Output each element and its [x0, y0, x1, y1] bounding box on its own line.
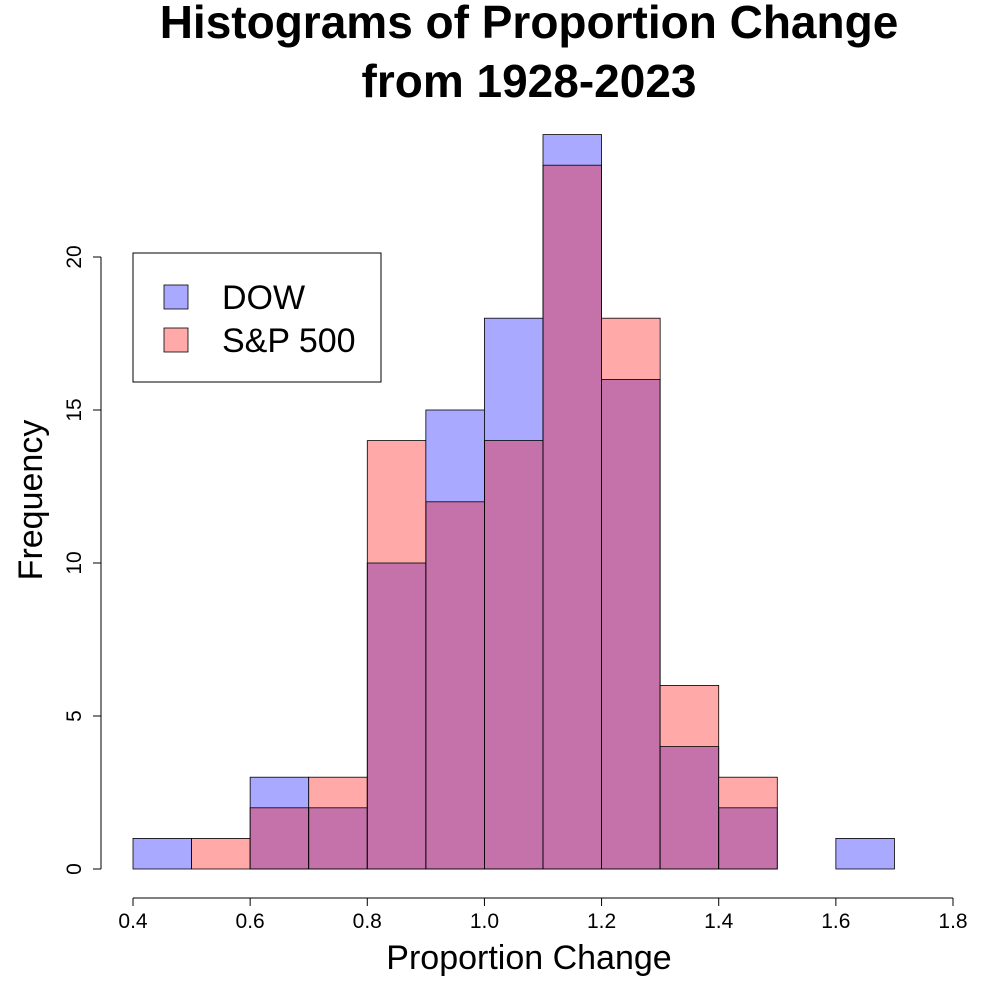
x-tick-label-5: 1.4 — [704, 910, 734, 933]
bar-overlap-5 — [425, 501, 485, 869]
bar-overlap-3 — [308, 807, 368, 869]
x-axis-label: Proportion Change — [386, 939, 671, 977]
bar-sp500-4 — [367, 440, 426, 563]
x-tick-label-0: 0.4 — [118, 910, 148, 933]
bar-outline-sp500-10 — [718, 776, 778, 870]
bar-overlap-4 — [367, 563, 426, 869]
bar-dow-2 — [250, 777, 309, 808]
bar-dow-6 — [484, 318, 543, 441]
legend-label-dow: DOW — [222, 279, 305, 317]
legend-box — [132, 252, 382, 383]
legend-swatch-dow — [163, 284, 189, 310]
y-tick-label-3: 15 — [63, 398, 86, 421]
x-tick-label-1: 0.6 — [236, 910, 265, 933]
y-axis-label: Frequency — [12, 420, 50, 581]
bar-overlap-7 — [543, 165, 602, 869]
y-tick-label-4: 20 — [63, 245, 86, 268]
bar-dow-0 — [133, 838, 192, 869]
bar-overlap-2 — [250, 807, 309, 869]
bar-overlap-10 — [718, 807, 778, 869]
bar-sp500-9 — [660, 685, 719, 747]
legend: DOW S&P 500 — [132, 252, 382, 383]
bar-sp500-8 — [601, 318, 661, 380]
legend-label-sp500: S&P 500 — [222, 322, 356, 360]
x-tick-label-7: 1.8 — [938, 910, 967, 933]
chart-title-line-2: from 1928-2023 — [362, 55, 697, 107]
x-tick-label-4: 1.2 — [587, 910, 616, 933]
bar-dow-12 — [835, 838, 895, 869]
bar-sp500-1 — [191, 838, 251, 869]
bar-dow-5 — [425, 410, 485, 502]
bar-outline-dow-12 — [835, 838, 895, 870]
axes-layer: 0.4 0.6 0.8 1.0 1.2 1.4 1.6 1.8 0 5 10 15 20 — [63, 245, 968, 933]
bar-dow-7 — [543, 134, 602, 166]
chart-title-line-1: Histograms of Proportion Change — [160, 0, 899, 48]
bar-sp500-10 — [718, 777, 778, 808]
bar-overlap-9 — [660, 746, 719, 869]
bar-overlap-6 — [484, 440, 543, 869]
bars-layer — [132, 134, 895, 870]
bar-outline-sp500-8 — [601, 317, 661, 870]
bar-sp500-3 — [308, 777, 368, 808]
x-tick-label-2: 0.8 — [353, 910, 382, 933]
y-tick-label-1: 5 — [63, 710, 86, 722]
y-tick-label-2: 10 — [63, 551, 86, 574]
legend-swatch-sp500 — [163, 327, 189, 353]
x-tick-label-3: 1.0 — [470, 910, 499, 933]
y-tick-label-0: 0 — [63, 863, 86, 875]
bar-overlap-8 — [601, 379, 661, 869]
x-tick-label-6: 1.6 — [821, 910, 850, 933]
